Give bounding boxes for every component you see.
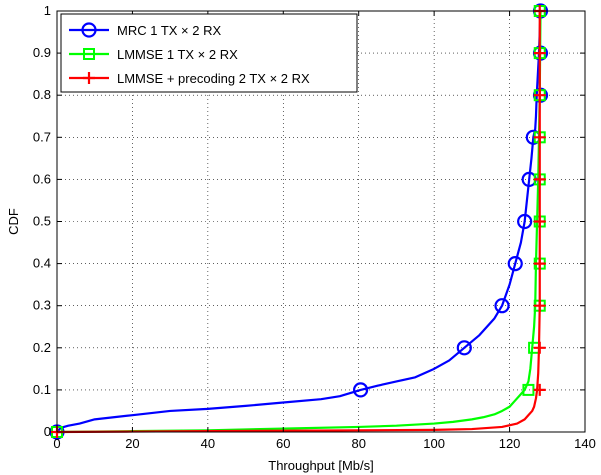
y-tick-label: 0.7	[33, 129, 51, 144]
series-line	[56, 11, 541, 434]
y-tick-label: 0.3	[33, 298, 51, 313]
y-tick-label: 0.1	[33, 382, 51, 397]
x-tick-label: 60	[276, 436, 290, 451]
data-point-marker	[533, 383, 546, 396]
data-point-marker	[517, 213, 533, 230]
legend-box	[60, 13, 358, 93]
series-group	[49, 3, 549, 440]
legend-label: LMMSE + precoding 2 TX × 2 RX	[117, 71, 310, 86]
x-tick-label: 120	[499, 436, 521, 451]
legend-label: LMMSE 1 TX × 2 RX	[117, 47, 238, 62]
y-tick-label: 1	[44, 3, 51, 18]
series-line	[56, 10, 542, 433]
data-point-marker	[456, 340, 472, 356]
x-axis-label: Throughput [Mb/s]	[268, 458, 374, 473]
legend-entry: MRC 1 TX × 2 RX	[69, 22, 221, 38]
y-tick-label: 0.9	[33, 45, 51, 60]
y-tick-label: 0.2	[33, 340, 51, 355]
data-point-marker	[533, 341, 546, 354]
data-point-marker	[533, 173, 546, 186]
legend-entry: LMMSE + precoding 2 TX × 2 RX	[69, 71, 310, 86]
legend-entry: LMMSE 1 TX × 2 RX	[69, 47, 238, 62]
data-point-marker	[533, 89, 546, 102]
y-tick-label: 0.8	[33, 87, 51, 102]
y-tick-label: 0.5	[33, 214, 51, 229]
data-point-marker	[494, 298, 510, 314]
data-point-marker	[533, 299, 546, 312]
x-tick-label: 0	[53, 436, 60, 451]
y-tick-label: 0	[44, 424, 51, 439]
data-point-marker	[507, 256, 523, 272]
y-axis-label: CDF	[6, 208, 21, 235]
legend-marker	[83, 48, 95, 60]
legend: MRC 1 TX × 2 RX LMMSE 1 TX × 2 RX LMMSE + …	[60, 13, 358, 93]
x-tick-label: 40	[201, 436, 215, 451]
data-point-marker	[522, 383, 535, 396]
y-tick-label: 0.6	[33, 171, 51, 186]
x-tick-label: 100	[423, 436, 445, 451]
legend-marker	[81, 22, 97, 38]
legend-label: MRC 1 TX × 2 RX	[117, 23, 221, 38]
x-tick-label: 140	[574, 436, 596, 451]
x-tick-label: 20	[125, 436, 139, 451]
legend-marker	[83, 72, 95, 84]
data-point-marker	[533, 215, 546, 228]
data-point-marker	[533, 131, 546, 144]
data-point-marker	[533, 47, 546, 60]
data-point-marker	[353, 382, 369, 398]
series-line	[56, 10, 542, 434]
x-tick-label: 80	[351, 436, 365, 451]
data-point-marker	[533, 257, 546, 270]
y-tick-label: 0.4	[33, 256, 51, 271]
ticks: 0 20 40 60 80 100 120 140 0 0.1 0.2 0.3 0.4 0.5 0.6 0.7…	[33, 3, 596, 451]
